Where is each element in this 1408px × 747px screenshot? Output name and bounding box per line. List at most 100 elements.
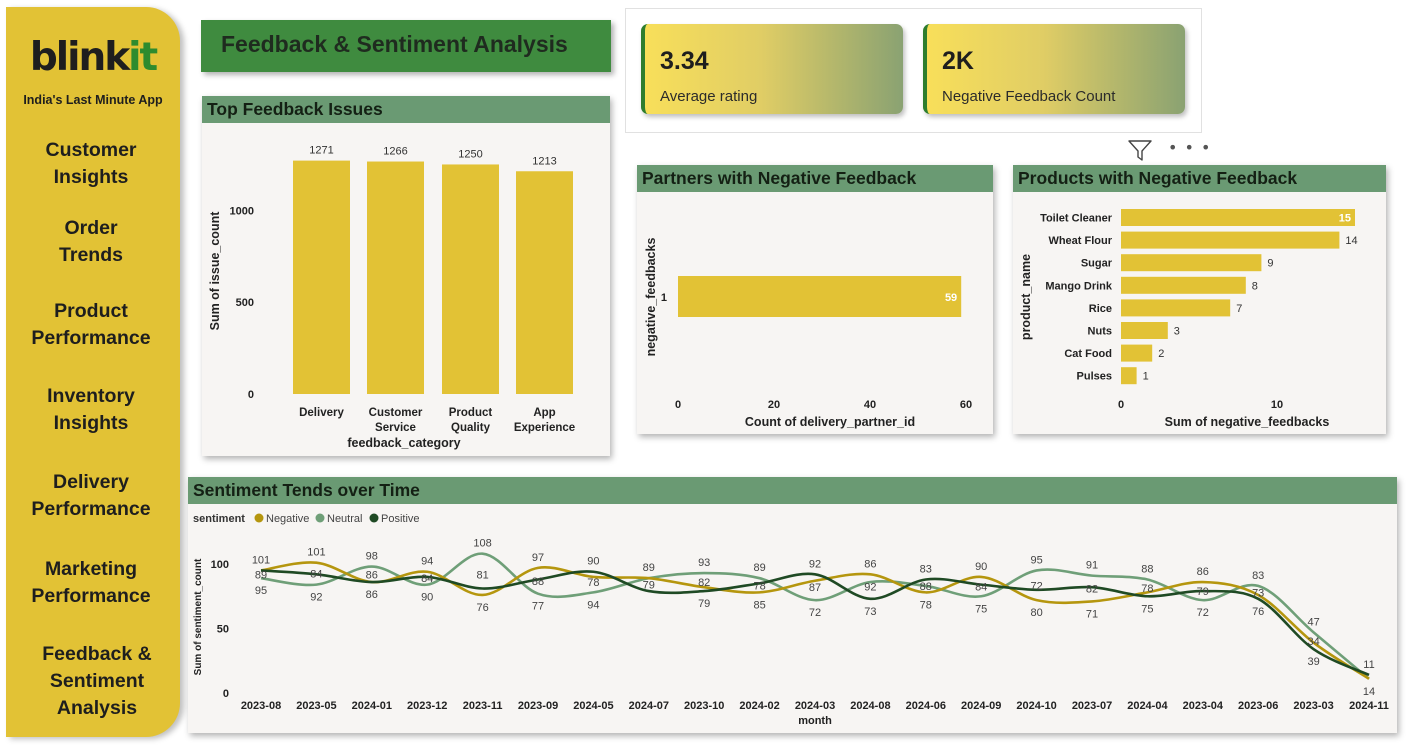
nav-label: Analysis	[56, 697, 138, 719]
data-label: 82	[1086, 584, 1098, 596]
partners-negative-feedback-panel[interactable]: Partners with Negative Feedback 59 1 0 20 40…	[637, 165, 993, 434]
panel-title: Sentiment Tends over Time	[193, 480, 420, 500]
data-label: 86	[864, 558, 876, 570]
nav-label: Insights	[53, 166, 129, 188]
data-label: 77	[532, 601, 544, 613]
nav-label: Marketing	[44, 558, 138, 580]
data-label: 76	[476, 602, 488, 614]
nav-product-performance[interactable]: Product Performance	[6, 298, 176, 352]
data-label: 86	[1197, 566, 1209, 578]
x-tick-label: 20	[768, 399, 780, 411]
x-tick-label: Delivery	[299, 407, 344, 419]
product-bar	[1121, 276, 1246, 294]
issue-bar	[367, 161, 424, 394]
x-tick-label: 2023-03	[1293, 700, 1333, 712]
bar-data-label: 9	[1267, 258, 1273, 270]
x-tick-label: 2024-10	[1016, 700, 1056, 712]
nav-label: Insights	[53, 412, 129, 434]
data-label: 92	[864, 582, 876, 594]
y-tick-label: 500	[236, 297, 254, 309]
data-label: 11	[1363, 659, 1374, 671]
product-bar	[1121, 209, 1355, 226]
x-tick-label: Service	[375, 422, 416, 434]
filter-icon[interactable]	[1128, 140, 1152, 162]
x-tick-label: 2024-06	[906, 700, 946, 712]
kpi-negative-feedback-count[interactable]: 2K Negative Feedback Count	[923, 24, 1185, 114]
sentiment-line-chart: sentiment Negative Neutral Positive 101 89 95 1…	[193, 513, 1389, 727]
x-tick-label: 2024-09	[961, 700, 1001, 712]
y-tick-label: Nuts	[1088, 326, 1112, 338]
data-label: 89	[643, 562, 655, 574]
y-tick-label: 100	[211, 559, 229, 571]
issue-bar	[442, 164, 499, 394]
data-label: 75	[975, 603, 987, 615]
data-label: 72	[809, 607, 821, 619]
bar-data-label: 7	[1236, 303, 1242, 315]
kpi-average-rating[interactable]: 3.34 Average rating	[641, 24, 903, 114]
x-tick-label: 2023-10	[684, 700, 724, 712]
more-options-icon[interactable]: • • •	[1168, 138, 1212, 157]
bar-data-label: 3	[1174, 326, 1180, 338]
legend-marker	[369, 513, 379, 523]
bar-data-label: 2	[1158, 348, 1164, 360]
top-feedback-issues-panel[interactable]: Top Feedback Issues 1271 Delivery 1266 Cust…	[202, 96, 610, 456]
x-tick-label: 2024-03	[795, 700, 835, 712]
data-label: 14	[1363, 686, 1375, 698]
kpi-label: Negative Feedback Count	[942, 88, 1116, 105]
nav-feedback-sentiment[interactable]: Feedback & Sentiment Analysis	[12, 641, 182, 722]
data-label: 83	[1252, 570, 1264, 582]
data-label: 84	[310, 569, 322, 581]
nav-label: Product	[54, 300, 128, 322]
data-label: 78	[1141, 583, 1153, 595]
data-label: 71	[1086, 608, 1098, 620]
page-title: Feedback & Sentiment Analysis	[221, 31, 568, 57]
data-label: 95	[255, 585, 267, 597]
nav-inventory-insights[interactable]: Inventory Insights	[6, 383, 176, 437]
x-tick-label: 60	[960, 399, 972, 411]
panel-title: Top Feedback Issues	[207, 99, 383, 119]
logo-accent-text: it	[128, 35, 158, 80]
y-tick-label: Sugar	[1081, 258, 1113, 270]
kpi-label: Average rating	[660, 88, 758, 105]
data-label: 87	[809, 582, 821, 594]
nav-label: Sentiment	[49, 670, 145, 692]
data-label: 89	[753, 562, 765, 574]
data-label: 89	[255, 569, 267, 581]
panel-header: Products with Negative Feedback	[1013, 165, 1386, 192]
kpi-value: 3.34	[660, 47, 709, 75]
sentiment-trends-panel[interactable]: Sentiment Tends over Time sentiment Negat…	[188, 477, 1397, 733]
x-tick-label: 2024-11	[1349, 700, 1389, 712]
panel-header: Partners with Negative Feedback	[637, 165, 993, 192]
data-label: 90	[975, 561, 987, 573]
bar-data-label: 1250	[458, 148, 482, 160]
legend-label: Positive	[381, 513, 420, 525]
legend-marker	[315, 513, 325, 523]
x-tick-label: 10	[1271, 399, 1283, 411]
blinkit-logo[interactable]: blinkit	[6, 35, 180, 80]
products-negative-feedback-panel[interactable]: Products with Negative Feedback Toilet C…	[1013, 165, 1386, 434]
data-label: 97	[532, 552, 544, 564]
panel-title: Partners with Negative Feedback	[642, 168, 917, 188]
x-tick-label: 2024-08	[850, 700, 890, 712]
nav-delivery-performance[interactable]: Delivery Performance	[6, 469, 176, 523]
product-bar	[1121, 254, 1262, 272]
data-label: 78	[753, 580, 765, 592]
nav-customer-insights[interactable]: Customer Insights	[6, 137, 176, 191]
nav-label: Performance	[31, 585, 151, 607]
series-line-negative	[260, 561, 1370, 680]
x-axis-title: month	[798, 715, 832, 727]
x-tick-label: 2023-04	[1183, 700, 1224, 712]
series-line-positive	[260, 569, 1370, 677]
legend-label: Negative	[266, 513, 309, 525]
y-tick-label: Cat Food	[1064, 348, 1112, 360]
bar-data-label: 1266	[383, 146, 407, 158]
kpi-value: 2K	[942, 47, 974, 75]
y-tick-label: 0	[223, 688, 229, 700]
nav-label: Customer	[45, 139, 137, 161]
bar-data-label: 15	[1339, 213, 1351, 225]
issues-bar-chart: 1271 Delivery 1266 Customer Service 1250 Produ…	[208, 145, 575, 450]
nav-marketing-performance[interactable]: Marketing Performance	[6, 556, 176, 610]
nav-order-trends[interactable]: Order Trends	[6, 215, 176, 269]
data-label: 78	[920, 599, 932, 611]
bar-data-label: 1271	[309, 145, 333, 157]
